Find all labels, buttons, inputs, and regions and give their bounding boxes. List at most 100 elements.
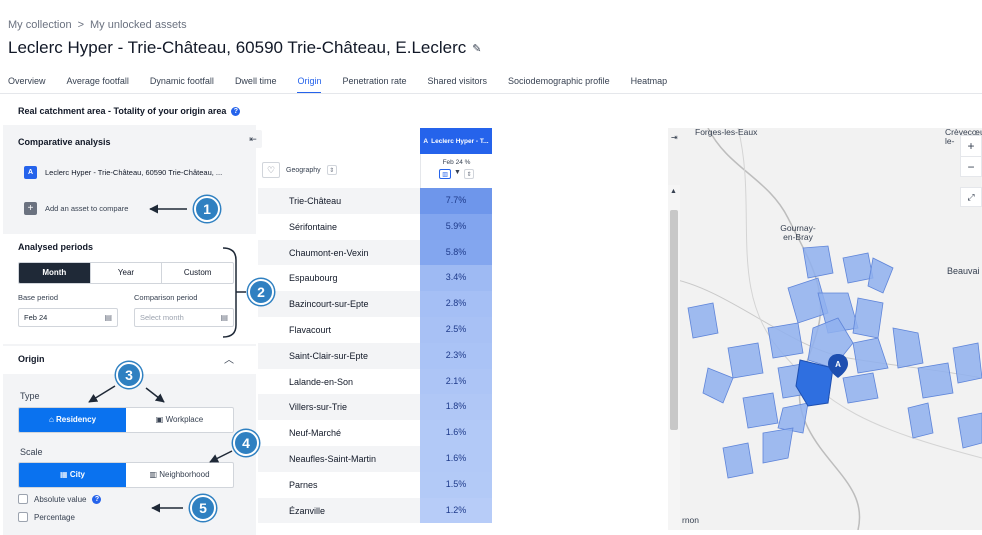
percentage-cell: 2.1% [420, 368, 492, 395]
region [852, 337, 889, 374]
percentage-cell: 3.4% [420, 265, 492, 292]
breadcrumb-separator: > [77, 19, 85, 31]
table-row[interactable] [258, 239, 420, 266]
map-marker[interactable]: A [828, 354, 848, 378]
percentage-cell: 2.5% [420, 317, 492, 343]
percentage-row: Percentage [18, 512, 75, 522]
map-label-forges: Forges-les-Eaux [695, 127, 758, 137]
percentage-cell: 1.5% [420, 471, 492, 498]
column-period-label: Feb 24 % [442, 159, 471, 166]
percentage-cell: 7.7% [420, 188, 492, 214]
trie-chateau-region [795, 359, 834, 407]
expand-panel-icon[interactable]: ⇥ [671, 133, 678, 142]
region [802, 245, 834, 279]
heart-icon[interactable]: ♡ [262, 162, 280, 178]
geography-cell: Parnes [289, 479, 318, 490]
region [727, 342, 764, 379]
filter-icon[interactable]: ▼ [454, 169, 461, 176]
scale-label: Scale [20, 447, 43, 457]
map-icon[interactable]: ▥ [439, 169, 452, 179]
percentage-cell: 5.8% [420, 239, 492, 266]
table-row[interactable] [258, 368, 420, 395]
chevron-up-icon[interactable]: ︿ [224, 355, 234, 366]
scale-city-button[interactable]: ▦ City [19, 463, 126, 487]
period-custom-button[interactable]: Custom [183, 268, 212, 277]
breadcrumb-current[interactable]: My unlocked assets [90, 19, 187, 31]
scale-neighborhood-label: Neighborhood [159, 470, 210, 479]
pencil-icon[interactable]: ✎ [472, 42, 482, 55]
absolute-value-row: Absolute value ? [18, 494, 102, 504]
geography-header-label: Geography [286, 166, 321, 174]
help-icon[interactable]: ? [92, 494, 102, 504]
add-asset-label: Add an asset to compare [45, 203, 129, 213]
absolute-value-checkbox[interactable] [18, 494, 28, 504]
base-period-input[interactable]: Feb 24 ▤ [18, 308, 118, 327]
column-header-label: Leclerc Hyper - T... [431, 137, 489, 145]
comparison-period-placeholder: Select month [140, 313, 184, 322]
period-month-button[interactable]: Month [19, 263, 91, 283]
table-row[interactable] [258, 446, 420, 472]
asset-column-subheader: Feb 24 % ▥ ▼ ⇕ [420, 154, 492, 188]
tab-origin[interactable]: Origin [297, 76, 322, 94]
geography-cell: Villers-sur-Trie [289, 402, 348, 413]
tab-sociodemographic-profile[interactable]: Sociodemographic profile [508, 76, 610, 86]
comparison-period-input[interactable]: Select month ▤ [134, 308, 234, 327]
type-selector: ⌂ Residency ▣ Workplace [18, 407, 234, 433]
scale-neighborhood-button[interactable]: ▥ Neighborhood [126, 463, 233, 487]
table-row[interactable] [258, 265, 420, 292]
table-row[interactable] [258, 471, 420, 498]
percentage-checkbox[interactable] [18, 512, 28, 522]
zoom-in-button[interactable]: + [967, 139, 975, 153]
type-workplace-button[interactable]: ▣ Workplace [126, 408, 233, 432]
collapse-panel-icon[interactable]: ⇤ [244, 130, 262, 148]
region [842, 252, 874, 284]
tabs-divider [0, 93, 982, 94]
help-icon[interactable]: ? [231, 106, 241, 116]
scroll-up-icon[interactable]: ▲ [670, 188, 677, 195]
zoom-out-button[interactable]: − [961, 156, 981, 176]
table-row[interactable] [258, 394, 420, 421]
base-period-label: Base period [18, 293, 59, 302]
type-residency-label: Residency [56, 415, 97, 424]
table-row[interactable] [258, 213, 420, 240]
table-row[interactable] [258, 188, 420, 214]
scale-city-label: City [69, 470, 85, 479]
region [702, 367, 734, 404]
table-row[interactable] [258, 342, 420, 369]
building-icon: ▥ [149, 470, 160, 479]
page-title: Leclerc Hyper - Trie-Château, 60590 Trie… [8, 38, 467, 57]
callout-3: 3 [116, 362, 142, 388]
region [762, 427, 794, 464]
period-year-button[interactable]: Year [91, 263, 163, 283]
region [952, 342, 982, 384]
tab-overview[interactable]: Overview [8, 76, 46, 86]
column-badge: A [423, 137, 429, 145]
fullscreen-icon[interactable]: ⤢ [960, 187, 982, 207]
breadcrumb-root[interactable]: My collection [8, 19, 72, 31]
sort-icon[interactable]: ⇕ [463, 169, 474, 179]
tab-penetration-rate[interactable]: Penetration rate [342, 76, 407, 86]
comparison-period-label: Comparison period [134, 293, 198, 302]
tab-dynamic-footfall[interactable]: Dynamic footfall [149, 76, 214, 86]
tab-heatmap[interactable]: Heatmap [630, 76, 668, 86]
callout-4: 4 [233, 430, 259, 456]
tab-shared-visitors[interactable]: Shared visitors [427, 76, 488, 86]
add-asset-button[interactable]: + Add an asset to compare [18, 194, 234, 222]
table-row[interactable] [258, 420, 420, 446]
table-row[interactable] [258, 291, 420, 317]
map-scrollbar-thumb[interactable] [670, 210, 678, 430]
table-row[interactable] [258, 317, 420, 343]
sort-icon[interactable]: ⇕ [326, 165, 337, 175]
map-label-beauvais: Beauvai [947, 266, 980, 276]
tab-dwell-time[interactable]: Dwell time [234, 76, 277, 86]
table-row[interactable] [258, 497, 420, 524]
geography-header: ♡ Geography ⇕ [262, 162, 337, 178]
base-period-value: Feb 24 [24, 313, 48, 322]
percentage-cell: 1.8% [420, 394, 492, 421]
comparative-title: Comparative analysis [18, 137, 111, 147]
asset-row[interactable]: A Leclerc Hyper - Trie-Château, 60590 Tr… [18, 157, 234, 187]
map[interactable]: A [668, 128, 982, 530]
type-residency-button[interactable]: ⌂ Residency [19, 408, 126, 432]
geography-cell: Trie-Château [289, 196, 342, 206]
tab-average-footfall[interactable]: Average footfall [66, 76, 129, 86]
